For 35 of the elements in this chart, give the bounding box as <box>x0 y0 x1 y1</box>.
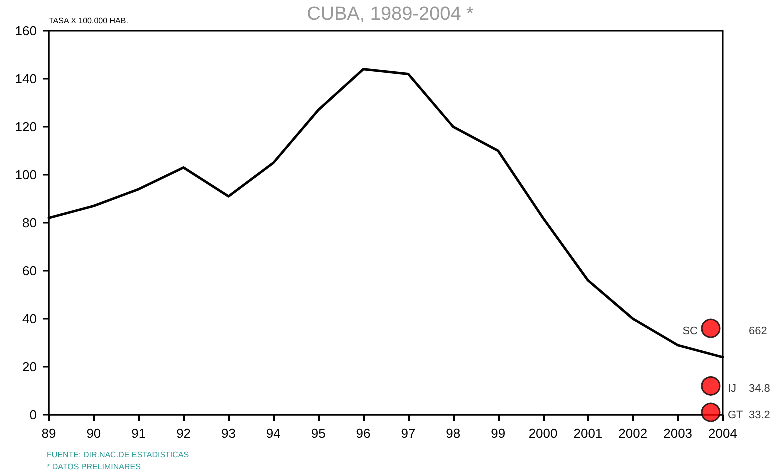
x-tick-label: 99 <box>491 426 506 441</box>
x-tick-label: 98 <box>446 426 461 441</box>
x-tick-label: 92 <box>176 426 192 441</box>
chart-title: CUBA, 1989-2004 * <box>307 4 475 25</box>
annotation: IJ <box>728 383 737 396</box>
x-tick-label: 2003 <box>664 426 693 441</box>
annotation: 662 <box>749 326 768 338</box>
y-tick-label: 120 <box>15 120 37 134</box>
text: * DATOS PRELIMINARES <box>47 462 141 472</box>
y-tick-label: 20 <box>22 360 37 374</box>
x-tick-label: 2000 <box>528 426 558 441</box>
y-tick-label: 40 <box>22 312 37 326</box>
y-axis-title: TASA X 100,000 HAB. <box>49 16 128 26</box>
annotation: GT <box>728 410 744 422</box>
annotation: SC <box>682 326 698 338</box>
x-tick-label: 94 <box>266 426 281 441</box>
x-tick-label: 97 <box>401 426 416 441</box>
y-tick-label: 0 <box>30 408 37 422</box>
source-note: FUENTE: DIR.NAC.DE ESTADISTICAS <box>47 450 190 460</box>
x-tick-label: 90 <box>86 426 102 441</box>
y-tick-label: 140 <box>15 72 37 86</box>
x-tick-label: 93 <box>222 426 236 441</box>
x-tick-label: 96 <box>356 426 371 441</box>
y-tick-label: 100 <box>15 168 37 182</box>
x-tick-label: 89 <box>42 426 56 441</box>
x-tick-label: 91 <box>132 426 146 441</box>
annotation: 33.2 <box>749 410 770 422</box>
x-tick-label: 95 <box>311 426 326 441</box>
x-tick-label: 2002 <box>618 426 648 441</box>
annotation: 34.8 <box>749 383 770 396</box>
y-tick-label: 160 <box>15 24 37 38</box>
y-tick-label: 80 <box>22 216 37 230</box>
x-tick-label: 2001 <box>574 426 603 441</box>
y-tick-label: 60 <box>22 264 37 278</box>
x-tick-label: 2004 <box>708 426 738 441</box>
